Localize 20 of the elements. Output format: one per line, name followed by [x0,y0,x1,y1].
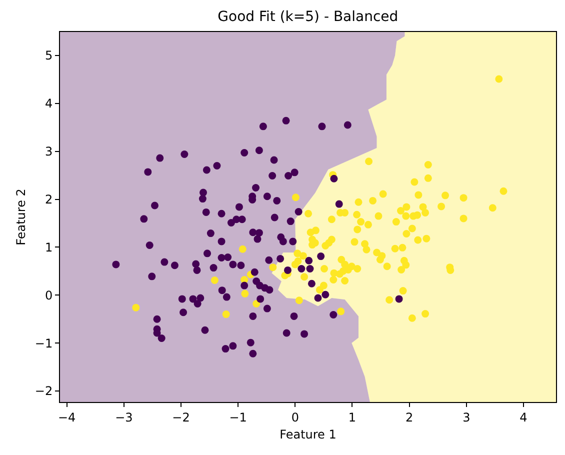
x-axis-title: Feature 1 [280,427,336,442]
x-tick-label: 4 [520,410,528,424]
chart-title: Good Fit (k=5) - Balanced [218,8,398,25]
y-tick-label: 2 [44,192,53,206]
y-tick-label: 0 [44,288,53,302]
y-tick-label: −2 [34,384,53,398]
x-tick-label: −4 [58,410,76,424]
x-tick-label: 2 [405,410,414,424]
y-tick-label: 1 [44,240,53,254]
y-tick-label: 5 [44,48,53,63]
x-tick-label: −2 [172,410,190,424]
x-tick-label: −1 [229,410,247,424]
x-tick-label: 3 [462,410,470,424]
x-tick-label: −3 [115,410,133,424]
x-tick-label: 0 [291,410,299,424]
y-tick-label: 4 [44,96,53,111]
x-tick-label: 1 [348,410,356,424]
y-tick-label: −1 [34,336,53,350]
y-tick-label: 3 [44,144,53,159]
y-axis-title: Feature 2 [14,188,28,246]
